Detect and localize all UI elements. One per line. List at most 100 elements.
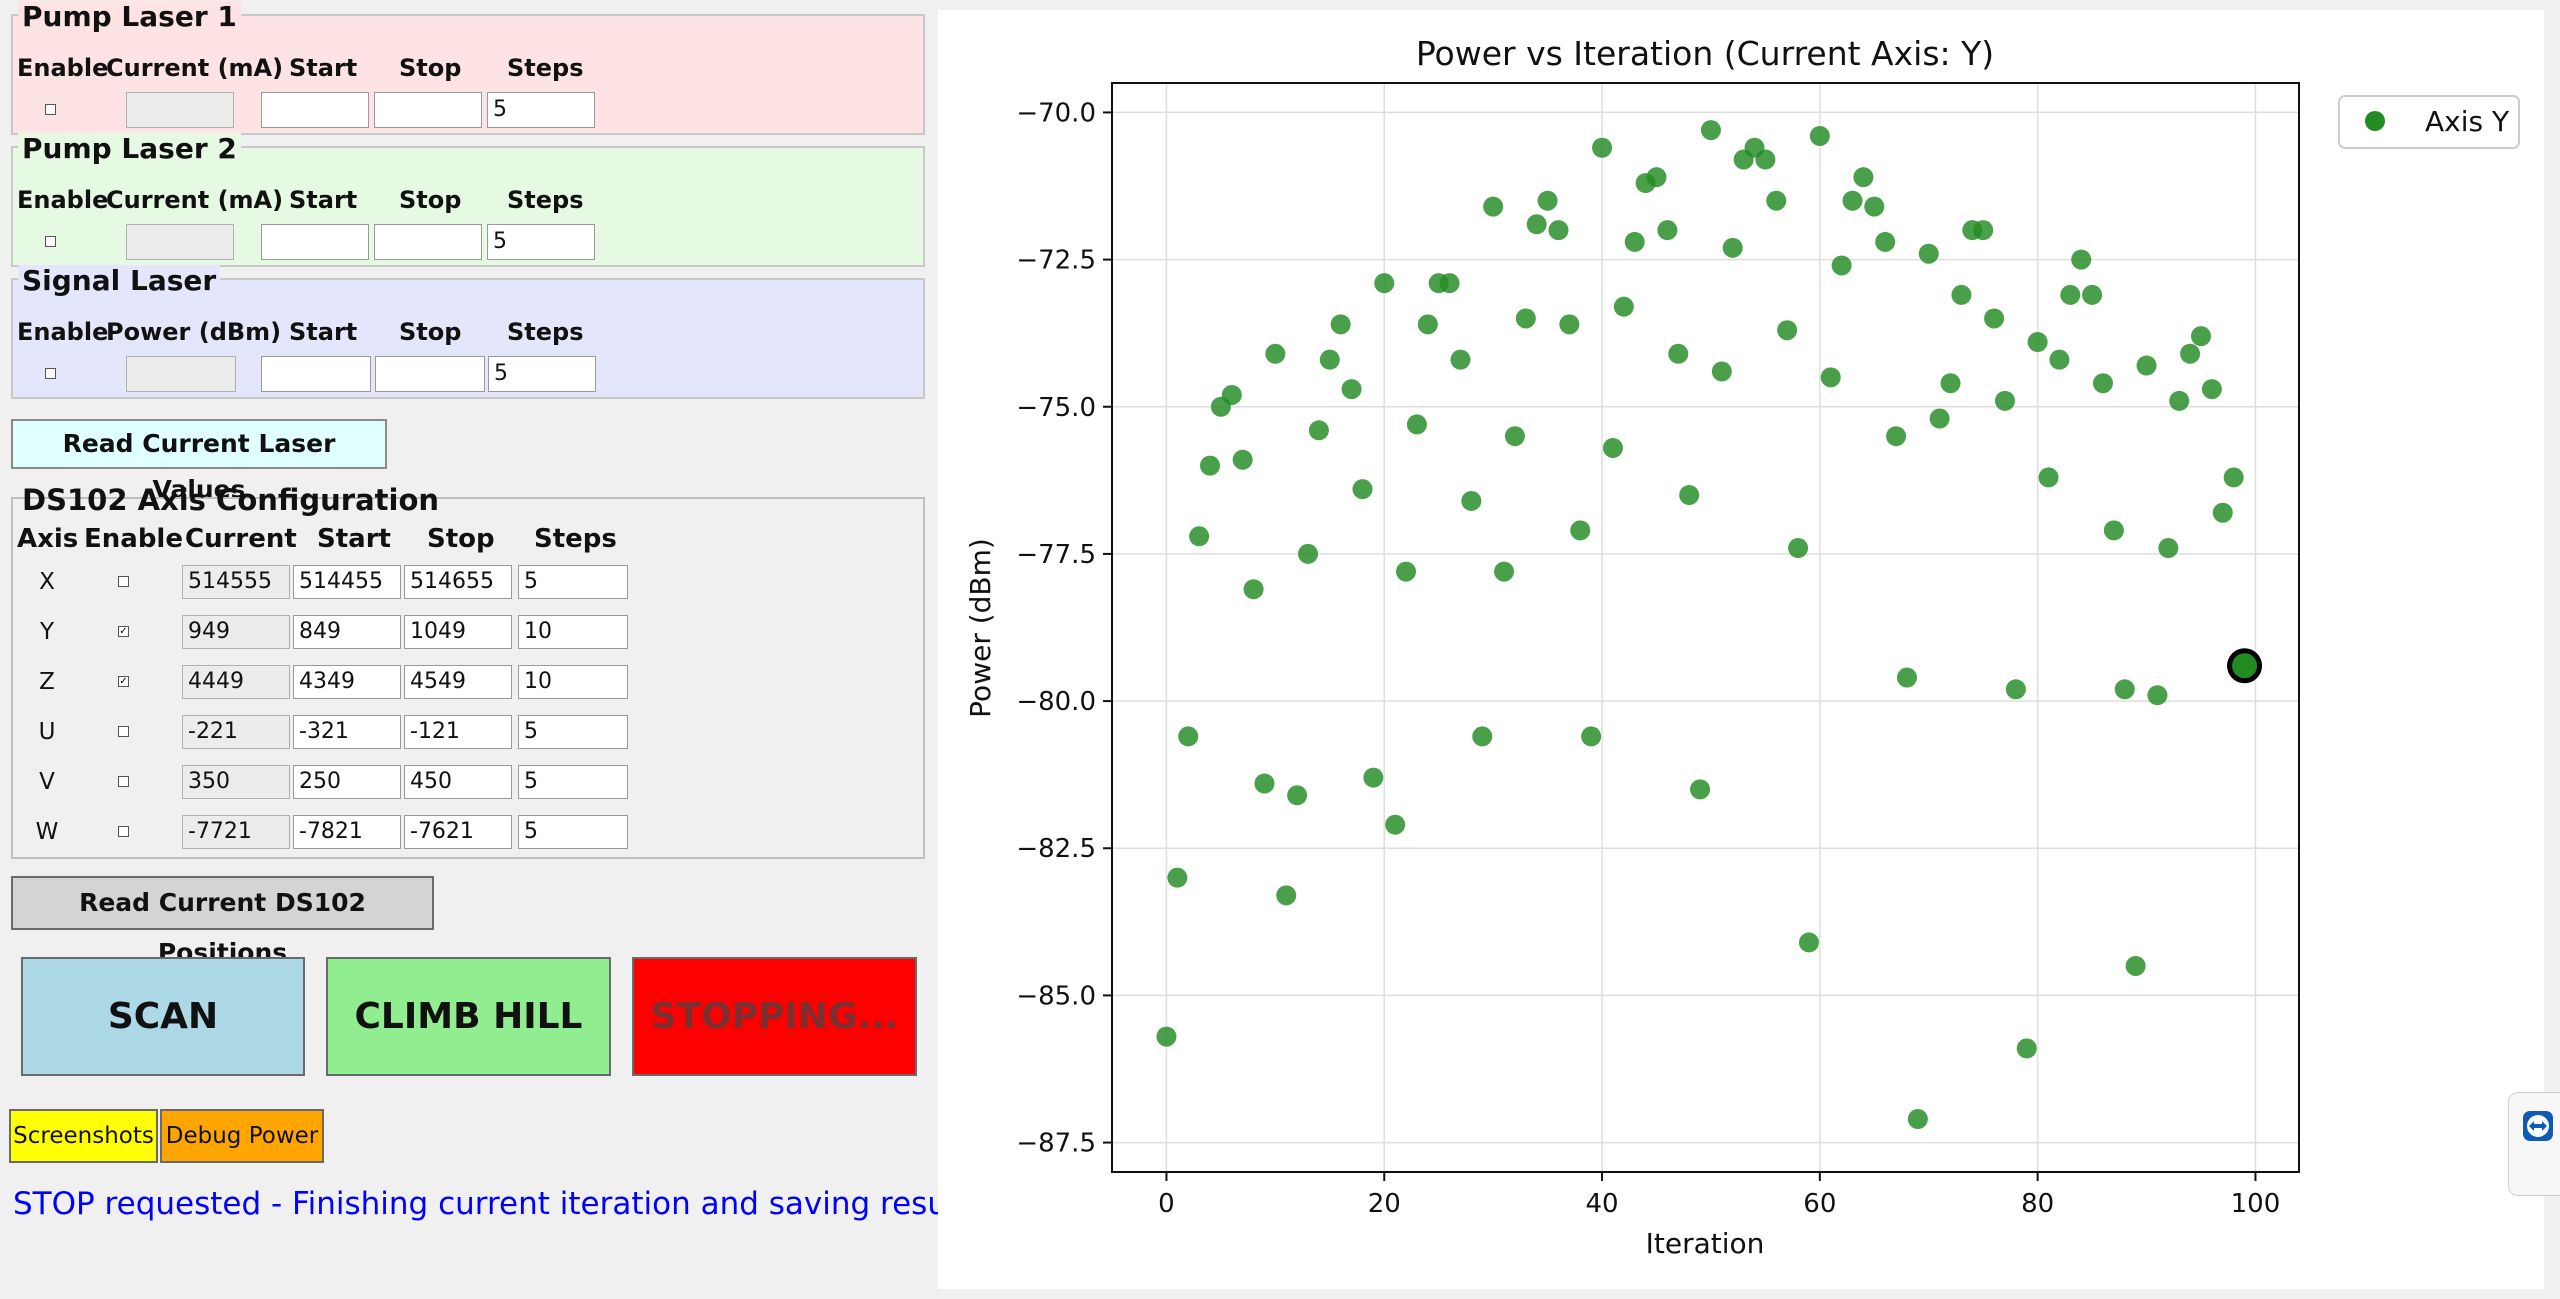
axis-u-current-field: -221 [182, 715, 290, 749]
data-point [1254, 773, 1275, 794]
pump-laser-2-stop-field[interactable] [374, 224, 482, 260]
axis-w-stop-field[interactable]: -7621 [404, 815, 512, 849]
debug-power-button[interactable]: Debug Power [160, 1109, 324, 1163]
axis-y-steps-field[interactable]: 10 [518, 615, 628, 649]
y-tick-label: −77.5 [1016, 540, 1096, 570]
axis-x-stop-field[interactable]: 514655 [404, 565, 512, 599]
data-point [2027, 332, 2048, 353]
data-point [1319, 349, 1340, 370]
chart-panel [938, 10, 2544, 1289]
signal-laser-group: Signal Laser Enable Power (dBm) Start St… [11, 265, 925, 399]
axis-x-steps-field[interactable]: 5 [518, 565, 628, 599]
data-point [1221, 384, 1242, 405]
axis-z-steps-field[interactable]: 10 [518, 665, 628, 699]
signal-laser-steps-field[interactable]: 5 [488, 356, 596, 392]
y-tick-label: −72.5 [1016, 246, 1096, 276]
pump-laser-2-steps-field[interactable]: 5 [487, 224, 595, 260]
read-ds102-positions-button[interactable]: Read Current DS102 Positions [11, 876, 434, 967]
data-point [1657, 220, 1678, 241]
data-point [1886, 426, 1907, 447]
data-point [1396, 561, 1417, 582]
data-point [1984, 308, 2005, 329]
axis-u-enable-checkbox[interactable] [118, 726, 129, 737]
axis-w-current-field: -7721 [182, 815, 290, 849]
scan-button[interactable]: SCAN [21, 957, 305, 1076]
axis-u-steps-field[interactable]: 5 [518, 715, 628, 749]
signal-laser-enable-checkbox[interactable] [45, 368, 56, 379]
data-point [1831, 255, 1852, 276]
axis-w-start-field[interactable]: -7821 [293, 815, 401, 849]
data-point [1178, 726, 1199, 747]
data-point [1232, 449, 1253, 470]
status-message: STOP requested - Finishing current itera… [13, 1186, 1014, 1222]
pump-laser-1-steps-field[interactable]: 5 [487, 92, 595, 128]
y-tick-label: −70.0 [1016, 98, 1096, 128]
data-point [1951, 284, 1972, 305]
axis-u-start-field[interactable]: -321 [293, 715, 401, 749]
data-point [1200, 455, 1221, 476]
header-stop: Stop [427, 524, 495, 554]
axis-y-start-field[interactable]: 849 [293, 615, 401, 649]
axis-v-stop-field[interactable]: 450 [404, 765, 512, 799]
data-point [1766, 190, 1787, 211]
axis-v-enable-checkbox[interactable] [118, 776, 129, 787]
signal-laser-start-field[interactable] [261, 356, 371, 392]
axis-z-enable-checkbox[interactable]: ✓ [118, 676, 129, 687]
signal-laser-stop-field[interactable] [375, 356, 485, 392]
data-point [1167, 867, 1188, 888]
data-point [2092, 373, 2113, 394]
data-point [1722, 237, 1743, 258]
screenshots-button[interactable]: Screenshots [9, 1109, 158, 1163]
data-point [1559, 314, 1580, 335]
pump-laser-1-enable-checkbox[interactable] [45, 104, 56, 115]
axis-w-steps-field[interactable]: 5 [518, 815, 628, 849]
data-point [2223, 467, 2244, 488]
y-axis-ticks: −70.0 −72.5 −75.0 −77.5 −80.0 −82.5 −85.0 −87.5 [1016, 98, 1112, 1159]
stop-button[interactable]: STOPPING... [632, 957, 917, 1076]
legend-marker [2365, 111, 2385, 131]
x-tick-label: 0 [1158, 1189, 1175, 1219]
data-point [1504, 426, 1525, 447]
axis-x-start-field[interactable]: 514455 [293, 565, 401, 599]
pump-laser-2-enable-checkbox[interactable] [45, 236, 56, 247]
axis-v-start-field[interactable]: 250 [293, 765, 401, 799]
side-tab[interactable] [2508, 1092, 2560, 1196]
data-point [1341, 379, 1362, 400]
header-steps: Steps [507, 186, 584, 214]
axis-v-steps-field[interactable]: 5 [518, 765, 628, 799]
chart-legend: Axis Y [2338, 95, 2520, 149]
pump-laser-2-group: Pump Laser 2 Enable Current (mA) Start S… [11, 133, 925, 267]
data-point [1613, 296, 1634, 317]
climb-hill-button[interactable]: CLIMB HILL [326, 957, 611, 1076]
pump-laser-1-stop-field[interactable] [374, 92, 482, 128]
data-point [1918, 243, 1939, 264]
axis-z-start-field[interactable]: 4349 [293, 665, 401, 699]
axis-z-stop-field[interactable]: 4549 [404, 665, 512, 699]
ds102-title: DS102 Axis Configuration [22, 483, 440, 517]
x-tick-label: 20 [1368, 1189, 1401, 1219]
axis-w-enable-checkbox[interactable] [118, 826, 129, 837]
header-start: Start [289, 54, 358, 82]
data-point [2103, 520, 2124, 541]
data-point [1646, 167, 1667, 188]
x-tick-label: 80 [2021, 1189, 2054, 1219]
data-point [1809, 125, 1830, 146]
pump-laser-1-start-field[interactable] [261, 92, 369, 128]
axis-label-v: V [39, 769, 55, 795]
data-point [2114, 679, 2135, 700]
data-point [1679, 485, 1700, 506]
read-laser-values-button[interactable]: Read Current Laser Values [11, 419, 387, 504]
data-point [1755, 149, 1776, 170]
signal-laser-title: Signal Laser [18, 265, 221, 297]
axis-y-enable-checkbox[interactable]: ✓ [118, 626, 129, 637]
data-point [2071, 249, 2092, 270]
data-point [1907, 1109, 1928, 1130]
data-point [2049, 349, 2070, 370]
legend-box [2338, 95, 2520, 149]
data-point [1439, 273, 1460, 294]
x-tick-label: 40 [1585, 1189, 1618, 1219]
axis-y-stop-field[interactable]: 1049 [404, 615, 512, 649]
pump-laser-2-start-field[interactable] [261, 224, 369, 260]
axis-x-enable-checkbox[interactable] [118, 576, 129, 587]
axis-u-stop-field[interactable]: -121 [404, 715, 512, 749]
